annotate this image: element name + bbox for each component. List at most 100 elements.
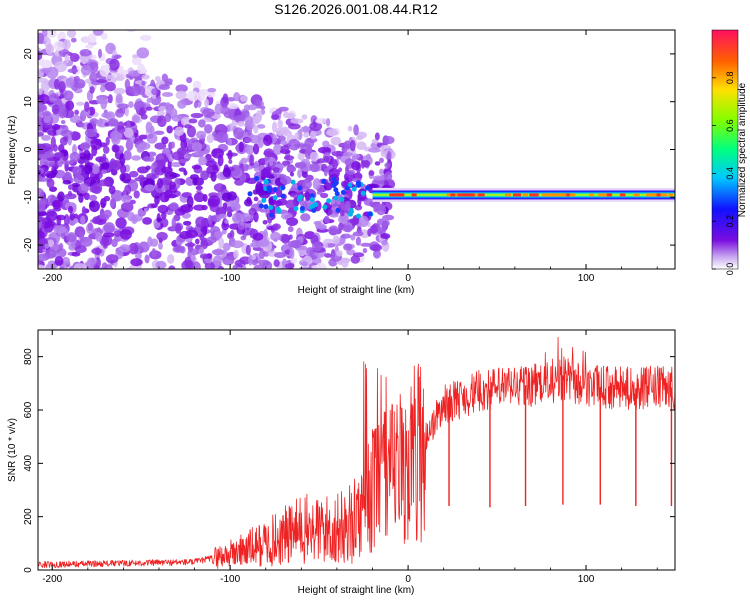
spectrogram-blob — [38, 265, 46, 269]
spectrogram-blob — [156, 273, 161, 282]
colorbar-tick-label: 0.2 — [725, 215, 735, 228]
spectrogram-blob — [309, 163, 320, 173]
spectrogram-blob — [104, 81, 116, 92]
spectrogram-blob — [323, 238, 335, 244]
signal-track-peak — [553, 193, 559, 197]
spectrogram-blob — [105, 111, 116, 121]
spectrogram-bright-spot — [356, 213, 362, 219]
spectrogram-blob — [190, 248, 199, 256]
spectrogram-blob — [46, 178, 55, 189]
spectrogram-blob — [232, 212, 243, 224]
spectrogram-bright-spot — [333, 195, 339, 201]
spectrogram-bright-spot — [266, 188, 272, 194]
spectrogram-blob — [338, 214, 349, 225]
spectrogram-blob — [340, 180, 349, 187]
spectrogram-blob — [304, 137, 315, 149]
colorbar: 0.0 0.2 0.4 0.6 0.8 Normalized spectral ampl… — [711, 29, 748, 275]
spectrogram-blob — [173, 291, 177, 300]
spectrogram-blob — [194, 177, 205, 186]
spectrogram-blob — [249, 154, 254, 167]
spectrogram-bright-spot — [280, 193, 286, 199]
spectrogram-blob — [69, 52, 80, 63]
spectrogram-blob — [320, 192, 329, 199]
spectrogram-blob — [313, 220, 322, 226]
spectrogram-blob — [83, 164, 93, 175]
spectrogram-blob — [34, 314, 46, 319]
spectrogram-blob — [138, 241, 150, 253]
spectrogram-blob — [322, 140, 330, 148]
spectrogram-blob — [39, 307, 46, 311]
x-tick-label: 100 — [578, 574, 595, 585]
spectrogram-blob — [211, 148, 224, 159]
spectrogram-blob — [262, 134, 273, 147]
spectrogram-blob — [134, 80, 148, 85]
spectrogram-blob — [157, 204, 169, 214]
spectrogram-blob — [38, 88, 43, 96]
signal-track-peak — [650, 193, 657, 197]
spectrogram-blob — [84, 128, 97, 138]
spectrogram-blob — [362, 160, 371, 168]
spectrogram-blob — [143, 207, 149, 212]
spectrogram-blob — [105, 254, 119, 264]
spectrogram-blob — [64, 193, 77, 200]
spectrogram-blob — [369, 225, 378, 234]
spectrogram-bright-spot — [310, 203, 316, 209]
signal-track-peak — [389, 193, 400, 197]
spectrogram-blob — [62, 179, 72, 185]
chart-title: S126.2026.001.08.44.R12 — [274, 1, 438, 17]
spectrogram-blob — [73, 174, 85, 184]
spectrogram-blob — [323, 182, 333, 191]
spectrogram-blob — [332, 159, 338, 170]
spectrogram-blob — [332, 235, 340, 245]
spectrogram-blob — [208, 277, 217, 282]
spectrogram-blob — [101, 234, 113, 247]
spectrogram-blob — [74, 109, 80, 115]
spectrogram-blob — [133, 190, 140, 199]
spectrogram-blob — [193, 204, 206, 211]
spectrogram-blob — [347, 125, 353, 132]
spectrogram-blob — [66, 232, 77, 243]
spectrogram-blob — [229, 229, 235, 239]
signal-track-peak — [660, 193, 668, 197]
spectrogram-blob — [42, 304, 48, 315]
spectrogram-blob — [87, 33, 97, 44]
spectrogram-blob — [74, 245, 87, 253]
spectrogram-blob — [289, 247, 295, 260]
spectrogram-bright-spot — [293, 206, 299, 212]
spectrogram-blob — [47, 129, 53, 136]
spectrogram-blob — [45, 66, 59, 79]
spectrogram-blob — [38, 219, 43, 226]
spectrogram-blob — [280, 145, 290, 152]
spectrogram-blob — [285, 272, 297, 278]
spectrogram-blob — [328, 168, 340, 178]
spectrogram-blob — [323, 167, 328, 177]
spectrogram-blob — [57, 191, 65, 202]
spectrogram-blob — [51, 123, 61, 131]
spectrogram-blob — [275, 108, 283, 115]
spectrogram-blob — [382, 136, 395, 145]
spectrogram-bright-spot — [367, 211, 373, 217]
spectrogram-blob — [228, 159, 233, 165]
spectrogram-blob — [83, 149, 91, 161]
spectrogram-blob — [309, 151, 319, 162]
spectrogram-blob — [273, 259, 280, 268]
spectrogram-blob — [119, 229, 132, 240]
spectrogram-blob — [58, 307, 65, 314]
spectrogram-blob — [200, 226, 207, 233]
spectrogram-blob — [300, 213, 311, 222]
spectrogram-blob — [294, 132, 300, 140]
spectrogram-blob — [226, 97, 236, 102]
spectrogram-blob — [358, 215, 369, 228]
spectrogram-blob — [67, 184, 73, 190]
spectrogram-blob — [214, 103, 223, 115]
spectrogram-blob — [101, 169, 107, 174]
spectrogram-bright-spot — [298, 194, 304, 200]
spectrogram-blob — [206, 272, 215, 284]
spectrogram-blob — [105, 136, 110, 146]
spectrogram-blob — [125, 277, 137, 283]
signal-track-peak — [477, 193, 485, 197]
spectrogram-blob — [286, 217, 299, 226]
spectrogram-blob — [51, 300, 58, 310]
spectrogram-blob — [252, 189, 259, 195]
spectrogram-blob — [297, 152, 305, 161]
